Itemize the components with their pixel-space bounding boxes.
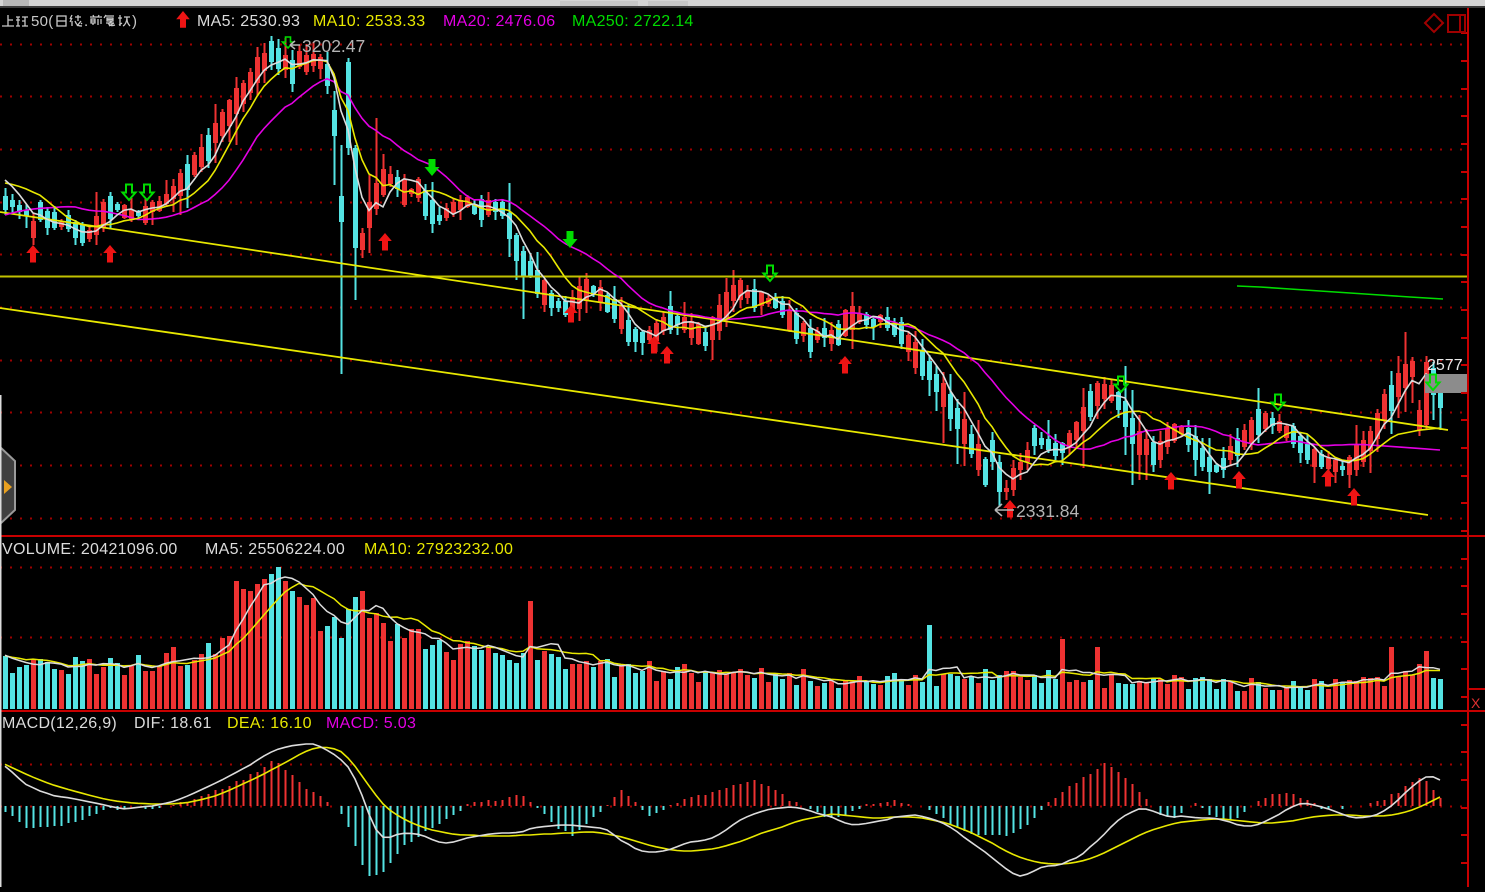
svg-text:.: . xyxy=(84,13,88,30)
svg-text:DEA: 16.10: DEA: 16.10 xyxy=(227,715,312,732)
svg-text:2331.84: 2331.84 xyxy=(1016,501,1080,521)
svg-text:MA5: 2530.93: MA5: 2530.93 xyxy=(197,13,300,30)
svg-text:MA250: 2722.14: MA250: 2722.14 xyxy=(572,13,694,30)
svg-text:3202.47: 3202.47 xyxy=(302,36,365,56)
svg-text:MA10: 27923232.00: MA10: 27923232.00 xyxy=(364,541,513,558)
svg-text:X: X xyxy=(1471,695,1481,711)
svg-text:DIF: 18.61: DIF: 18.61 xyxy=(134,715,212,732)
svg-text:MACD: 5.03: MACD: 5.03 xyxy=(326,715,416,732)
svg-text:MA20: 2476.06: MA20: 2476.06 xyxy=(443,13,555,30)
svg-text:MA10: 2533.33: MA10: 2533.33 xyxy=(313,13,425,30)
svg-text:50(: 50( xyxy=(31,13,54,30)
svg-text:MA5: 25506224.00: MA5: 25506224.00 xyxy=(205,541,345,558)
svg-text:): ) xyxy=(132,13,137,30)
svg-text:2577: 2577 xyxy=(1427,357,1463,374)
svg-text:MACD(12,26,9): MACD(12,26,9) xyxy=(2,715,117,732)
svg-text:VOLUME: 20421096.00: VOLUME: 20421096.00 xyxy=(2,541,178,558)
